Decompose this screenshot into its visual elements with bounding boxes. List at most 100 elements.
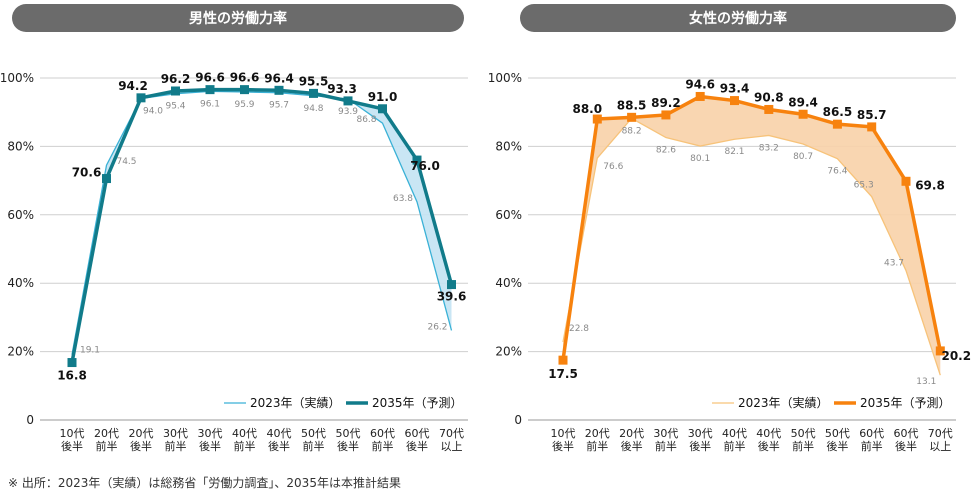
point-2035	[102, 174, 111, 184]
point-2035	[205, 85, 215, 95]
data-label-2035: 88.0	[572, 102, 602, 116]
point-2035	[627, 112, 637, 122]
legend-label-2023: 2023年（実績）	[738, 395, 829, 410]
female-labor-chart: 0 20% 40% 60% 80% 100% 10代後半 20代前半 20代後半 30代前半 30代…	[488, 71, 971, 453]
difference-area	[563, 96, 941, 376]
data-label-2023: 76.4	[827, 167, 847, 177]
data-label-2035: 70.6	[72, 166, 102, 180]
data-label-2023: 94.0	[143, 107, 163, 117]
data-label-2023: 22.8	[569, 324, 589, 334]
legend-label-2035: 2035年（予測）	[372, 396, 463, 410]
x-axis-labels: 10代後半 20代前半 20代後半 30代前半 30代後半 40代前半 40代後半 50代前半…	[60, 427, 465, 453]
point-2035	[832, 119, 842, 129]
x-tick-label: 40代後半	[756, 427, 781, 453]
x-tick-label: 60代前半	[370, 427, 395, 453]
y-tick-label: 0	[514, 413, 522, 427]
data-label-2035: 39.6	[437, 290, 467, 304]
y-tick-label: 80%	[495, 139, 522, 153]
x-tick-label: 60代後半	[894, 427, 919, 453]
female-panel: 女性の労働力率 0 20% 40% 60% 80% 100% 10代後半 20代前半 20代後半…	[488, 0, 977, 470]
x-tick-label: 40代前半	[722, 427, 747, 453]
data-label-2035: 16.8	[57, 369, 87, 383]
y-tick-label: 20%	[7, 345, 34, 359]
data-label-2023: 26.2	[427, 322, 447, 332]
point-2035	[447, 280, 456, 290]
data-label-2035: 96.2	[161, 72, 191, 86]
point-2035	[412, 155, 422, 165]
x-axis-labels: 10代後半 20代前半 20代後半 30代前半 30代後半 40代前半 40代後半 50代前半…	[551, 427, 953, 453]
x-tick-label: 70代以上	[439, 427, 464, 453]
data-label-2023: 63.8	[393, 194, 413, 204]
data-label-2035: 20.2	[941, 349, 971, 363]
y-tick-label: 60%	[495, 208, 522, 222]
data-label-2023: 76.6	[603, 162, 623, 172]
series-line-2035	[70, 87, 454, 363]
male-labor-chart: 0 20% 40% 60% 80% 100% 10代後半 20代前半 20代後半 30代前半 30代…	[0, 71, 468, 453]
legend-label-2035: 2035年（予測）	[860, 396, 951, 410]
point-2035	[661, 110, 671, 120]
data-label-2023: 82.6	[656, 146, 676, 156]
grid-lines: 0 20% 40% 60% 80% 100%	[0, 71, 468, 427]
data-label-2023: 86.8	[356, 115, 376, 125]
data-label-2035: 93.4	[720, 82, 750, 96]
female-chart-title: 女性の労働力率	[520, 4, 956, 32]
point-2035	[695, 91, 705, 101]
x-tick-label: 50代前半	[791, 427, 816, 453]
data-label-2023: 80.1	[690, 154, 710, 164]
y-tick-label: 60%	[7, 208, 34, 222]
x-tick-label: 30代後半	[198, 427, 223, 453]
data-label-2035: 91.0	[368, 90, 398, 104]
data-label-2023: 94.8	[303, 104, 323, 114]
data-label-2023: 93.9	[338, 107, 358, 117]
male-panel: 男性の労働力率 0 20% 40% 60% 80% 100% 10代後半 20代前半 20代後半…	[0, 0, 488, 470]
data-label-2023: 96.1	[200, 99, 220, 109]
data-label-2035: 17.5	[548, 367, 578, 381]
legend-label-2023: 2023年（実績）	[250, 395, 341, 410]
x-tick-label: 40代前半	[232, 427, 257, 453]
point-2035	[136, 93, 146, 103]
data-label-2035: 96.4	[264, 71, 294, 85]
data-label-2035: 95.5	[299, 74, 329, 88]
data-label-2035: 89.4	[788, 95, 818, 109]
series-line-2023	[562, 117, 941, 376]
x-tick-label: 20代後半	[619, 427, 644, 453]
data-label-2035: 88.5	[617, 98, 647, 112]
x-tick-label: 20代後半	[129, 427, 154, 453]
point-2035	[343, 96, 353, 106]
data-label-2035: 94.2	[118, 79, 148, 93]
x-tick-label: 30代前半	[163, 427, 188, 453]
y-tick-label: 40%	[7, 276, 34, 290]
x-tick-label: 50代後半	[336, 427, 361, 453]
x-tick-label: 30代後半	[688, 427, 713, 453]
data-label-2023: 83.2	[759, 143, 779, 153]
data-label-2023: 19.1	[80, 346, 100, 356]
point-2035	[378, 104, 387, 114]
x-tick-label: 60代後半	[405, 427, 430, 453]
point-2035	[171, 86, 180, 96]
y-tick-label: 80%	[7, 139, 34, 153]
data-label-2035: 90.8	[754, 90, 784, 104]
point-2035	[764, 104, 774, 114]
point-2035	[309, 88, 318, 98]
y-tick-label: 40%	[495, 276, 522, 290]
x-tick-label: 70代以上	[928, 427, 953, 453]
data-label-2035: 94.6	[685, 77, 715, 91]
data-label-2035: 96.6	[195, 71, 225, 85]
data-label-2035: 89.2	[651, 96, 681, 110]
data-label-2023: 82.1	[724, 147, 744, 157]
x-tick-label: 20代前半	[585, 427, 610, 453]
legend: 2023年（実績） 2035年（予測）	[224, 395, 463, 410]
point-2035	[592, 114, 602, 124]
data-label-2023: 13.1	[916, 377, 936, 387]
x-tick-label: 30代前半	[653, 427, 678, 453]
data-label-2023: 88.2	[622, 126, 642, 136]
point-2035	[240, 85, 249, 95]
x-tick-label: 60代前半	[859, 427, 884, 453]
x-tick-label: 20代前半	[94, 427, 119, 453]
legend: 2023年（実績） 2035年（予測）	[712, 395, 951, 410]
x-tick-label: 10代後半	[60, 427, 85, 453]
data-label-2023: 80.7	[793, 152, 813, 162]
data-label-2023: 65.3	[854, 181, 874, 191]
series-line-2035	[561, 94, 943, 361]
y-tick-label: 0	[26, 413, 34, 427]
